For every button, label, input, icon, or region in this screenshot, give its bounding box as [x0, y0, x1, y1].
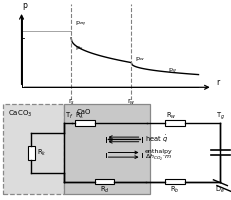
- Bar: [164, 120, 184, 126]
- Text: CaCO$_3$: CaCO$_3$: [8, 109, 32, 119]
- Text: T$_f$: T$_f$: [65, 111, 73, 121]
- Text: enthalpy: enthalpy: [144, 149, 172, 154]
- Text: R$_\lambda$: R$_\lambda$: [74, 111, 83, 121]
- Text: D$_e$: D$_e$: [215, 184, 224, 195]
- Text: heat $\dot{q}$: heat $\dot{q}$: [144, 134, 167, 145]
- Bar: [94, 179, 114, 184]
- Bar: [64, 104, 149, 194]
- Text: R$_w$: R$_w$: [165, 111, 176, 121]
- Text: T$_g$: T$_g$: [215, 111, 224, 122]
- Text: p$_{eq}$: p$_{eq}$: [74, 20, 85, 29]
- Text: p$_g$: p$_g$: [168, 66, 176, 76]
- Text: CaO: CaO: [76, 109, 91, 115]
- Text: r: r: [215, 78, 219, 87]
- Text: R$_k$: R$_k$: [37, 148, 46, 158]
- Text: R$_b$: R$_b$: [170, 184, 179, 195]
- Text: p: p: [22, 1, 27, 10]
- Text: R$_d$: R$_d$: [99, 184, 109, 195]
- Bar: [164, 179, 184, 184]
- Text: r$_s$: r$_s$: [67, 97, 74, 107]
- Bar: [74, 120, 94, 126]
- Text: $\Delta h_{CO_2}\!\cdot\!\dot{m}$: $\Delta h_{CO_2}\!\cdot\!\dot{m}$: [144, 153, 171, 163]
- Bar: [3, 104, 64, 194]
- Text: p$_w$: p$_w$: [134, 55, 144, 63]
- Bar: [28, 146, 34, 160]
- Text: p$_s$: p$_s$: [74, 44, 82, 52]
- Text: r$_w$: r$_w$: [126, 97, 135, 107]
